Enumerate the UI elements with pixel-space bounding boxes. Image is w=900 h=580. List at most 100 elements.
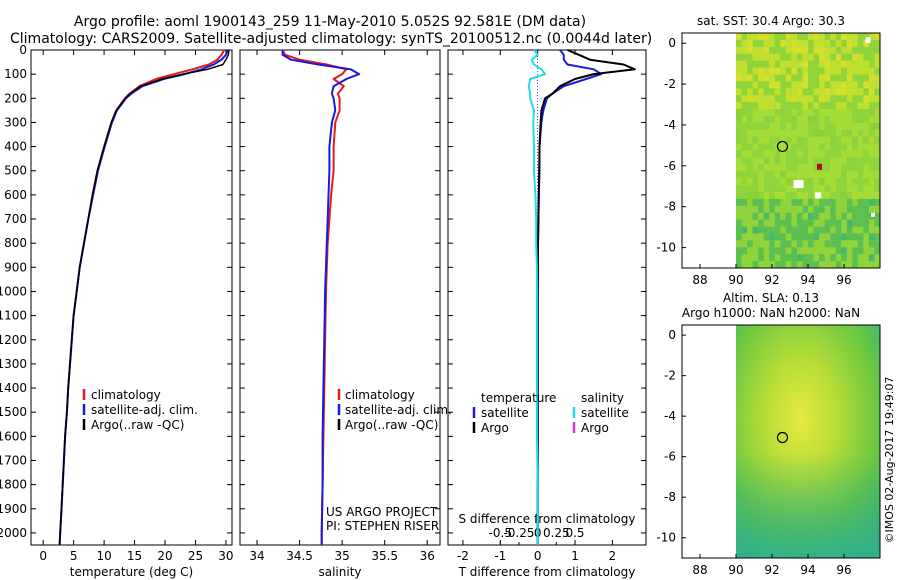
sst-cell [774, 171, 781, 179]
sst-cell [736, 219, 742, 227]
sst-cell [780, 261, 786, 269]
sst-cell [802, 102, 809, 110]
sst-cell [846, 143, 853, 151]
sst-cell [785, 74, 792, 82]
argo-position-marker [776, 431, 789, 444]
sst-cell [874, 53, 881, 61]
sla-map-frame [681, 324, 881, 559]
sst-cell [846, 219, 853, 227]
sst-cell [752, 157, 759, 165]
sst-cell [758, 136, 764, 144]
sst-cell [785, 219, 792, 227]
sst-cell [780, 39, 786, 47]
sst-cell [774, 129, 781, 137]
sst-cell [736, 33, 742, 40]
sst-cell [808, 33, 814, 40]
sst-cell [752, 109, 759, 116]
sst-cell [857, 60, 864, 68]
sst-cell [791, 233, 797, 241]
sst-cell [758, 198, 764, 206]
sst-cell [857, 136, 864, 144]
sst-cell [841, 88, 847, 96]
sst-cell [819, 53, 825, 61]
sst-cell [868, 171, 875, 179]
sst-cell [808, 261, 814, 269]
sst-cell [830, 33, 836, 40]
sst-cell [802, 39, 809, 47]
sst-cell [841, 157, 847, 165]
legend-label: satellite [481, 406, 529, 420]
legend-label: Argo(..raw -QC) [91, 418, 184, 432]
sst-cell [791, 185, 797, 193]
y-tick-label: 1500 [0, 405, 27, 419]
sst-cell [769, 247, 775, 255]
sst-cell [819, 115, 825, 123]
sst-cell [785, 143, 792, 151]
sst-cell [808, 233, 814, 241]
sst-cell [758, 102, 764, 110]
sst-cell [830, 115, 836, 123]
sst-cell [846, 178, 853, 186]
diff-series-T satellite [536, 49, 603, 545]
sst-cell [791, 67, 797, 75]
sst-cell [769, 129, 775, 137]
sst-cell [791, 60, 797, 68]
sst-cell [813, 115, 820, 123]
sst-cell [852, 171, 858, 179]
sst-cell [802, 67, 809, 75]
sst-cell [868, 33, 875, 40]
sst-cell [736, 226, 742, 234]
sst-cell [857, 122, 864, 130]
sst-cell [819, 109, 825, 116]
sst-cell [852, 212, 858, 220]
sst-cell [819, 81, 825, 89]
sst-cell [791, 226, 797, 234]
sst-cell [763, 46, 770, 54]
sst-cell [808, 164, 814, 172]
sst-cell [758, 247, 764, 255]
legend-label: Argo(..raw -QC) [345, 418, 438, 432]
sst-cell [763, 129, 770, 137]
sst-cell [846, 233, 853, 241]
sst-cell [791, 171, 797, 179]
sst-cell [780, 136, 786, 144]
plot-subtitle: Climatology: CARS2009. Satellite-adjuste… [10, 31, 653, 47]
sst-cell [830, 60, 836, 68]
sst-cell [736, 178, 742, 186]
sst-cell [796, 164, 803, 172]
x-axis-label: temperature (deg C) [70, 565, 193, 579]
legend-label: Argo [581, 421, 609, 435]
y-tick-label: 1800 [0, 478, 27, 492]
sst-cell [752, 261, 759, 269]
temp-series-Argo(..raw -QC) [58, 49, 230, 546]
y-tick-label: 1400 [0, 381, 27, 395]
credit-label: ©IMOS 02-Aug-2017 19:49:07 [883, 377, 896, 544]
sst-cell [808, 150, 814, 158]
sst-cell [791, 53, 797, 61]
sst-cell [852, 39, 858, 47]
sst-cell [796, 60, 803, 68]
sst-cell [736, 109, 742, 116]
sst-cell [736, 143, 742, 151]
sst-cell [763, 164, 770, 172]
sst-cell [863, 212, 869, 220]
sst-cell [736, 74, 742, 82]
sst-map-frame [681, 32, 881, 269]
sst-cell [852, 150, 858, 158]
sst-cell [863, 205, 869, 213]
sst-cell [736, 150, 742, 158]
sst-cell [868, 233, 875, 241]
sst-cell [813, 88, 820, 96]
sst-cell [863, 122, 869, 130]
sst-cell [758, 219, 764, 227]
sst-cell [835, 115, 842, 123]
sst-cell [780, 247, 786, 255]
sst-cell [802, 129, 809, 137]
legend-label: climatology [91, 388, 161, 402]
sst-cell [819, 171, 825, 179]
sst-cell [830, 171, 836, 179]
sst-cell [863, 185, 869, 193]
sst-cell [846, 129, 853, 137]
map-x-tick-label: 96 [836, 273, 851, 287]
sst-cell [763, 67, 770, 75]
